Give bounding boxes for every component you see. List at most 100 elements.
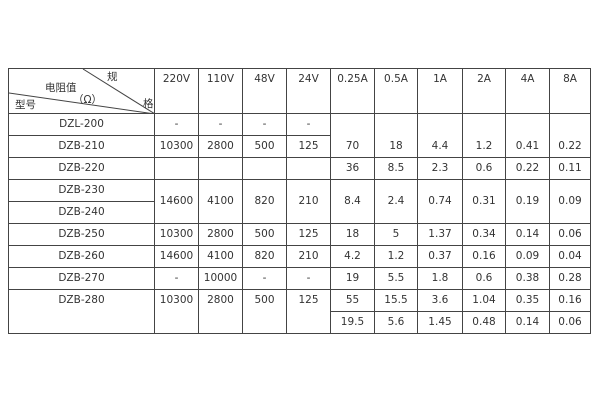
current-value-cell: 0.34 xyxy=(462,223,506,246)
voltage-value-cell: 2800 xyxy=(198,223,243,246)
model-cell: DZB-220 xyxy=(8,157,155,180)
current-value-cell: 19.5 xyxy=(330,311,375,334)
current-value-cell: 2.3 xyxy=(417,157,463,180)
current-value-cell: 0.41 xyxy=(505,113,550,158)
current-value-cell: 55 xyxy=(330,289,375,312)
current-value-cell: 0.09 xyxy=(549,179,591,224)
voltage-value-cell: - xyxy=(242,267,287,290)
current-value-cell: 0.16 xyxy=(462,245,506,268)
voltage-value-cell: - xyxy=(154,113,199,136)
voltage-value-cell: 125 xyxy=(286,223,331,246)
current-value-cell: 0.06 xyxy=(549,223,591,246)
current-value-cell: 8.4 xyxy=(330,179,375,224)
table-row: DZB-220 36 8.5 2.3 0.6 0.22 0.11 xyxy=(8,157,591,180)
voltage-value-cell xyxy=(286,157,331,180)
voltage-value-cell: 820 xyxy=(242,179,287,224)
current-value-cell: 8.5 xyxy=(374,157,418,180)
voltage-value-cell: 10300 xyxy=(154,223,199,246)
voltage-value-cell: 14600 xyxy=(154,245,199,268)
column-header: 0.25A xyxy=(330,68,375,114)
voltage-value-cell xyxy=(154,157,199,180)
unit-label: （Ω） xyxy=(73,94,103,106)
current-value-cell: 70 xyxy=(330,113,375,158)
table-row: DZB-210 10300 2800 500 125 xyxy=(8,135,591,158)
current-value-cell: 0.06 xyxy=(549,311,591,334)
current-value-cell: 0.11 xyxy=(549,157,591,180)
model-cell: DZL-200 xyxy=(8,113,155,136)
current-value-cell: 0.28 xyxy=(549,267,591,290)
model-cell: DZB-210 xyxy=(8,135,155,158)
voltage-value-cell: 210 xyxy=(286,245,331,268)
column-header: 24V xyxy=(286,68,331,114)
current-value-cell: 36 xyxy=(330,157,375,180)
voltage-value-cell: - xyxy=(286,113,331,136)
current-value-cell: 0.16 xyxy=(549,289,591,312)
current-value-cell: 2.4 xyxy=(374,179,418,224)
column-header: 1A xyxy=(417,68,463,114)
resistance-label: 电阻值 xyxy=(45,82,77,94)
column-header: 8A xyxy=(549,68,591,114)
model-cell: DZB-270 xyxy=(8,267,155,290)
current-value-cell: 0.74 xyxy=(417,179,463,224)
current-value-cell: 5 xyxy=(374,223,418,246)
voltage-value-cell: - xyxy=(154,267,199,290)
resistance-spec-table: 规电阻值 （Ω）格型号 220V 110V 48V 24V 0.25A 0.5A 1A 2A 4A 8… xyxy=(8,68,591,334)
voltage-value-cell xyxy=(198,157,243,180)
current-value-cell: 0.14 xyxy=(505,223,550,246)
current-value-cell: 18 xyxy=(330,223,375,246)
model-cell: DZB-240 xyxy=(8,201,155,224)
column-header: 110V xyxy=(198,68,243,114)
voltage-value-cell: 500 xyxy=(242,135,287,158)
spec-label-bottom: 格 xyxy=(143,98,154,110)
current-value-cell: 1.8 xyxy=(417,267,463,290)
voltage-value-cell: 10300 xyxy=(154,289,199,334)
current-value-cell: 1.2 xyxy=(462,113,506,158)
current-value-cell: 0.14 xyxy=(505,311,550,334)
table-row: DZB-260 14600 4100 820 210 4.2 1.2 0.37 0.16 0.09… xyxy=(8,245,591,268)
voltage-value-cell: 10300 xyxy=(154,135,199,158)
column-header: 2A xyxy=(462,68,506,114)
model-cell: DZB-230 xyxy=(8,179,155,202)
model-cell: DZB-250 xyxy=(8,223,155,246)
voltage-value-cell: 10000 xyxy=(198,267,243,290)
voltage-value-cell: 820 xyxy=(242,245,287,268)
voltage-value-cell xyxy=(242,157,287,180)
current-value-cell: 4.4 xyxy=(417,113,463,158)
current-value-cell: 1.45 xyxy=(417,311,463,334)
current-value-cell: 15.5 xyxy=(374,289,418,312)
current-value-cell: 0.19 xyxy=(505,179,550,224)
spec-label-top: 规 xyxy=(107,71,118,83)
voltage-value-cell: 4100 xyxy=(198,179,243,224)
table-row: DZB-250 10300 2800 500 125 18 5 1.37 0.34 0.14 0.0… xyxy=(8,223,591,246)
column-header: 220V xyxy=(154,68,199,114)
current-value-cell: 1.04 xyxy=(462,289,506,312)
model-cell: DZB-280 xyxy=(8,289,155,334)
current-value-cell: 0.37 xyxy=(417,245,463,268)
current-value-cell: 0.22 xyxy=(505,157,550,180)
voltage-value-cell: 4100 xyxy=(198,245,243,268)
corner-header-cell: 规电阻值 （Ω） 格 型号 xyxy=(8,68,155,114)
current-value-cell: 19 xyxy=(330,267,375,290)
table-row: DZB-270-10000- -19 5.5 1.8 0.6 0.38 0.28 xyxy=(8,267,591,290)
current-value-cell: 1.2 xyxy=(374,245,418,268)
header-row: 规电阻值 （Ω） 格 型号 220V 110V 48V 24V 0.25A 0.5A 1A 2A 4A 8… xyxy=(8,68,591,114)
model-label: 型号 xyxy=(15,99,36,111)
current-value-cell: 1.37 xyxy=(417,223,463,246)
current-value-cell: 0.38 xyxy=(505,267,550,290)
current-value-cell: 0.48 xyxy=(462,311,506,334)
diagonal-lines xyxy=(9,69,155,114)
current-value-cell: 3.6 xyxy=(417,289,463,312)
column-header: 0.5A xyxy=(374,68,418,114)
voltage-value-cell: - xyxy=(198,113,243,136)
current-value-cell: 0.6 xyxy=(462,267,506,290)
column-header: 4A xyxy=(505,68,550,114)
voltage-value-cell: 210 xyxy=(286,179,331,224)
voltage-value-cell: 500 xyxy=(242,223,287,246)
current-value-cell: 4.2 xyxy=(330,245,375,268)
voltage-value-cell: 500 xyxy=(242,289,287,334)
current-value-cell: 5.5 xyxy=(374,267,418,290)
current-value-cell: 18 xyxy=(374,113,418,158)
current-value-cell: 0.6 xyxy=(462,157,506,180)
table-row: DZB-280 10300 2800 500 125 55 15.5 3.6 1.04 0.35 0… xyxy=(8,289,591,334)
current-value-cell: 0.35 xyxy=(505,289,550,312)
